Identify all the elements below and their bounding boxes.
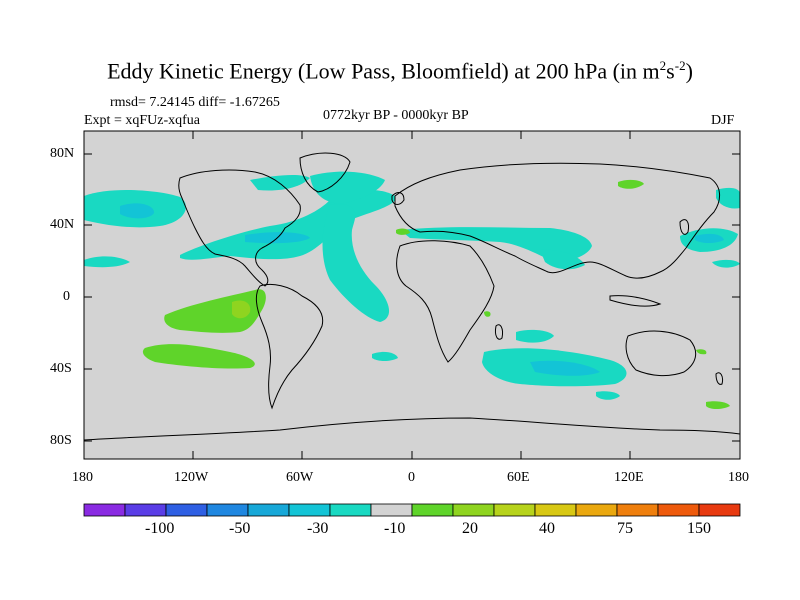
- colorbar-label: -10: [384, 520, 406, 537]
- coastline-antarctica: [84, 417, 740, 441]
- colorbar-swatch: [411, 503, 454, 517]
- lon-tick-label: 60E: [507, 470, 530, 485]
- anomaly-negative-atlantic-arc: [322, 204, 390, 322]
- coastline-south-america: [255, 283, 324, 410]
- lon-tick-label: 120W: [174, 470, 209, 485]
- colorbar-swatch: [165, 503, 208, 517]
- coastline-africa: [396, 240, 495, 363]
- lon-tick-label: 180: [72, 470, 93, 485]
- lat-tick-label: 80S: [50, 433, 72, 448]
- anomaly-positive-gibraltar: [396, 228, 410, 235]
- lon-tick-label: 180: [728, 470, 749, 485]
- anomaly-negative-pacific-small: [712, 259, 740, 268]
- anomaly-negative-pacific-core: [695, 233, 724, 243]
- coastline-new-zealand: [715, 372, 723, 385]
- anomaly-negative-pacific-east-edge: [716, 187, 740, 209]
- anomaly-negative-south-atlantic-patch: [372, 351, 398, 361]
- coastline-north-america: [178, 169, 301, 287]
- colorbar-swatch: [329, 503, 372, 517]
- lon-tick-label: 0: [408, 470, 415, 485]
- colorbar-label: 150: [687, 520, 711, 537]
- lon-tick-label: 60W: [286, 470, 314, 485]
- lat-tick-label: 40S: [50, 361, 72, 376]
- lon-tick-label: 120E: [614, 470, 644, 485]
- coastline-britain: [391, 192, 405, 205]
- lat-tick-label: 40N: [50, 217, 75, 232]
- anomaly-positive-siberia: [618, 179, 644, 189]
- anomaly-negative-north-atlantic: [310, 171, 385, 204]
- colorbar-label: -30: [307, 520, 329, 537]
- anomaly-negative-north-pacific-core: [120, 203, 155, 219]
- colorbar-swatch: [452, 503, 495, 517]
- coastline-layer: [84, 152, 740, 441]
- period-label: 0772kyr BP - 0000kyr BP: [323, 108, 469, 123]
- colorbar-swatch: [616, 503, 659, 517]
- anomaly-positive-africa-small: [484, 311, 491, 317]
- anomaly-negative-indian-ocean-small: [516, 329, 554, 343]
- colorbar: [83, 503, 741, 517]
- coastline-greenland: [299, 152, 351, 193]
- experiment-label: Expt = xqFUz-xqfua: [84, 113, 200, 128]
- colorbar-swatch: [657, 503, 700, 517]
- map-title: Eddy Kinetic Energy (Low Pass, Bloomfiel…: [107, 58, 693, 84]
- tick-marks: [83, 131, 741, 459]
- anomaly-positive-australia-small: [696, 349, 707, 355]
- colorbar-label: -100: [145, 520, 175, 537]
- colorbar-swatch: [288, 503, 331, 517]
- anomaly-positive-south-pacific-band: [142, 344, 255, 369]
- coastline-madagascar: [495, 324, 503, 340]
- colorbar-swatch: [83, 503, 126, 517]
- anomaly-negative-southern-indian-core: [530, 360, 600, 376]
- map-background: [84, 131, 740, 459]
- colorbar-label: 75: [617, 520, 633, 537]
- colorbar-swatch: [124, 503, 167, 517]
- anomaly-positive-southeast-pacific: [164, 289, 266, 333]
- colorbar-swatch: [247, 503, 290, 517]
- anomaly-negative-south-asia: [540, 249, 585, 270]
- colorbar-swatch: [370, 503, 413, 517]
- colorbar-swatch: [206, 503, 249, 517]
- anomaly-positive-south-pacific-east: [706, 401, 730, 409]
- coastline-indonesia: [609, 295, 662, 307]
- colorbar-label: -50: [229, 520, 251, 537]
- colorbar-swatch: [575, 503, 618, 517]
- colorbar-swatch: [493, 503, 536, 517]
- anomaly-negative-hawaii-band: [84, 256, 130, 268]
- contour-fill-layer: [84, 171, 740, 409]
- colorbar-label: 40: [539, 520, 555, 537]
- lat-tick-label: 80N: [50, 146, 75, 161]
- stats-label: rmsd= 7.24145 diff= -1.67265: [110, 95, 280, 110]
- anomaly-positive-southeast-pacific-core: [232, 300, 251, 319]
- coastline-australia: [625, 330, 697, 377]
- colorbar-swatch: [534, 503, 577, 517]
- colorbar-label: 20: [462, 520, 478, 537]
- season-label: DJF: [711, 113, 735, 128]
- anomaly-negative-south-indian-small: [596, 391, 620, 400]
- colorbar-swatch: [698, 503, 741, 517]
- coastline-eurasia: [394, 162, 720, 279]
- lat-tick-label: 0: [63, 289, 70, 304]
- coastline-japan: [679, 219, 689, 235]
